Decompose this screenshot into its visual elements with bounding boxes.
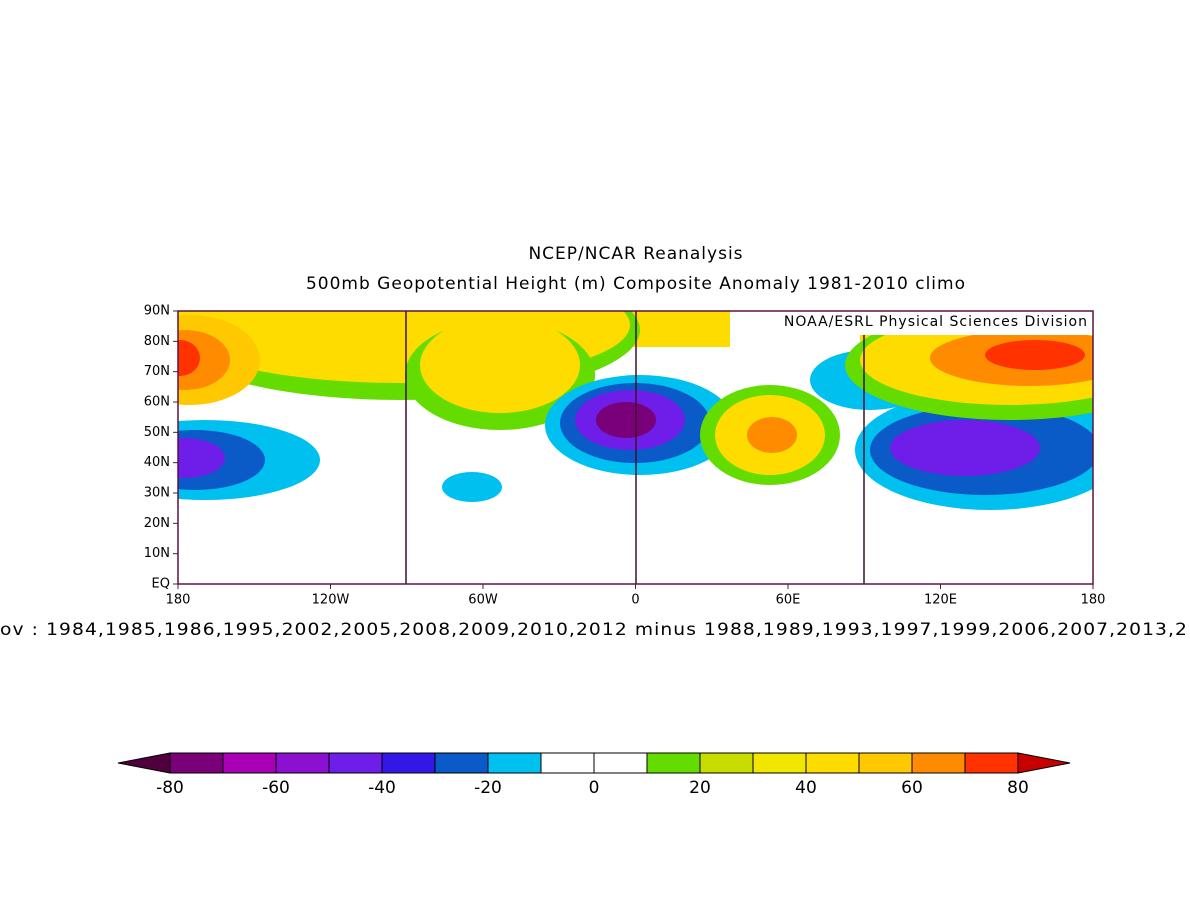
axes: 180 120W 60W 0 60E 120E 180EQ10N20N30N40N50N60…	[144, 304, 1106, 608]
y-tick-label: 70N	[144, 364, 170, 379]
footer: ov : 1984,1985,1986,1995,2002,2005,2008,…	[0, 620, 1188, 640]
colorbar-segment	[540, 752, 595, 774]
colorbar-segment	[911, 752, 966, 774]
x-tick-label: 120E	[924, 593, 957, 608]
colorbar-segment	[699, 752, 754, 774]
title: NCEP/NCAR Reanalysis	[528, 244, 743, 264]
x-tick-label: 180	[1081, 593, 1106, 608]
colorbar-label: 80	[1007, 778, 1029, 798]
colorbar-label: -60	[262, 778, 290, 798]
colorbar-segment	[328, 752, 383, 774]
subtitle: 500mb Geopotential Height (m) Composite …	[306, 274, 966, 294]
colorbar-segment	[169, 752, 224, 774]
colorbar-segment	[858, 752, 913, 774]
colorbar-segment	[646, 752, 701, 774]
colorbar-segment	[593, 752, 648, 774]
x-tick-label: 60E	[776, 593, 801, 608]
y-tick-label: EQ	[152, 577, 170, 592]
x-tick-label: 0	[631, 593, 639, 608]
y-tick-label: 40N	[144, 455, 170, 470]
colorbar-label: 40	[795, 778, 817, 798]
x-tick-label: 180	[166, 593, 191, 608]
y-tick-label: 20N	[144, 516, 170, 531]
y-tick-label: 60N	[144, 395, 170, 410]
colorbar-segment	[805, 752, 860, 774]
anomaly-field	[178, 311, 1093, 584]
x-tick-label: 120W	[312, 593, 350, 608]
colorbar-segment	[381, 752, 436, 774]
credit: NOAA/ESRL Physical Sciences Division	[784, 314, 1088, 330]
colorbar-segment	[964, 752, 1019, 774]
colorbar-segment	[222, 752, 277, 774]
y-tick-label: 30N	[144, 486, 170, 501]
y-tick-label: 80N	[144, 334, 170, 349]
colorbar-over	[1017, 752, 1071, 774]
colorbar-segment	[275, 752, 330, 774]
colorbar-segment	[487, 752, 542, 774]
colorbar-under	[117, 752, 171, 774]
x-tick-label: 60W	[468, 593, 498, 608]
colorbar-label: 0	[589, 778, 600, 798]
colorbar-segment	[434, 752, 489, 774]
y-tick-label: 90N	[144, 304, 170, 319]
colorbar-segment	[752, 752, 807, 774]
colorbar-label: -80	[156, 778, 184, 798]
colorbar-label: 20	[689, 778, 711, 798]
colorbar-label: -40	[368, 778, 396, 798]
colorbar-label: -20	[474, 778, 502, 798]
colorbar-label: 60	[901, 778, 923, 798]
y-tick-label: 10N	[144, 546, 170, 561]
colorbar: -80 -60 -40 -20 0 20 40 60 80	[117, 752, 1071, 798]
y-tick-label: 50N	[144, 425, 170, 440]
